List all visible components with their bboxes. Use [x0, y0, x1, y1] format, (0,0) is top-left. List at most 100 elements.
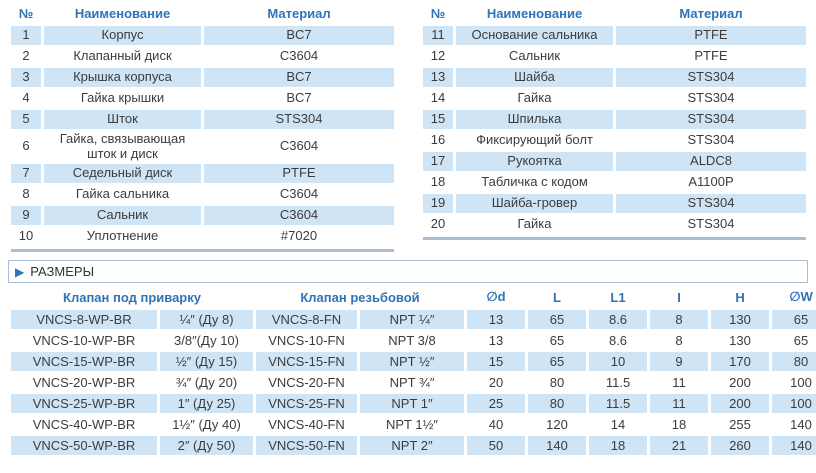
wp-size-cell: ¼″ (Ду 8) [160, 310, 253, 330]
table-row: 4 Гайка крышки BC7 [11, 89, 394, 108]
material-cell: ALDC8 [616, 152, 806, 171]
dim-I-cell: 18 [650, 415, 709, 435]
table-row: 10 Уплотнение #7020 [11, 227, 394, 247]
table-row: VNCS-25-WP-BR 1″ (Ду 25) VNCS-25-FN NPT … [11, 394, 816, 414]
name-cell: Гайка [456, 89, 613, 108]
name-cell: Шток [44, 110, 201, 129]
num-cell: 12 [423, 47, 453, 66]
parts-table-right-wrap: № Наименование Материал 11 Основание сал… [420, 2, 809, 252]
num-cell: 15 [423, 110, 453, 129]
name-cell: Сальник [44, 206, 201, 226]
num-cell: 20 [423, 215, 453, 234]
sizes-section-title: РАЗМЕРЫ [30, 264, 95, 280]
material-cell: STS304 [616, 68, 806, 87]
parts-table-left: № Наименование Материал 1 Корпус BC7 2 К… [8, 2, 397, 248]
parts-header-row: № Наименование Материал [423, 4, 806, 24]
material-cell: #7020 [204, 227, 394, 247]
num-cell: 10 [11, 227, 41, 247]
parts-table-left-wrap: № Наименование Материал 1 Корпус BC7 2 К… [8, 2, 397, 253]
wp-size-cell: ½″ (Ду 15) [160, 352, 253, 372]
fn-size-cell: NPT 3/8 [360, 331, 465, 351]
num-cell: 6 [11, 131, 41, 163]
parts-table-right: № Наименование Материал 11 Основание сал… [420, 2, 809, 236]
group-header-threaded-valve: Клапан резьбовой [256, 287, 465, 309]
dim-W-cell: 100 [772, 394, 816, 414]
col-header-I: I [650, 287, 709, 309]
dim-I-cell: 11 [650, 394, 709, 414]
catalog-page: № Наименование Материал 1 Корпус BC7 2 К… [8, 2, 816, 456]
wp-model-cell: VNCS-10-WP-BR [11, 331, 157, 351]
fn-size-cell: NPT ½″ [360, 352, 465, 372]
dim-L1-cell: 8.6 [589, 310, 648, 330]
dim-d-cell: 25 [467, 394, 526, 414]
dim-d-cell: 13 [467, 331, 526, 351]
material-cell: BC7 [204, 26, 394, 45]
col-header-material: Материал [204, 4, 394, 24]
material-cell: C3604 [204, 206, 394, 226]
dim-W-cell: 65 [772, 310, 816, 330]
table-row: 14 Гайка STS304 [423, 89, 806, 108]
fn-model-cell: VNCS-15-FN [256, 352, 357, 372]
num-cell: 11 [423, 26, 453, 45]
wp-model-cell: VNCS-15-WP-BR [11, 352, 157, 372]
wp-model-cell: VNCS-8-WP-BR [11, 310, 157, 330]
num-cell: 2 [11, 47, 41, 66]
table-row: 20 Гайка STS304 [423, 215, 806, 234]
dim-I-cell: 21 [650, 436, 709, 456]
dim-I-cell: 8 [650, 331, 709, 351]
material-cell: PTFE [616, 26, 806, 45]
table-row: 16 Фиксирующий болт STS304 [423, 131, 806, 150]
table-row: VNCS-50-WP-BR 2″ (Ду 50) VNCS-50-FN NPT … [11, 436, 816, 456]
sizes-header-row: Клапан под приварку Клапан резьбовой ∅d … [11, 287, 816, 309]
name-cell: Гайка [456, 215, 613, 234]
dim-W-cell: 65 [772, 331, 816, 351]
fn-size-cell: NPT 2″ [360, 436, 465, 456]
num-cell: 3 [11, 68, 41, 87]
wp-size-cell: 3/8″(Ду 10) [160, 331, 253, 351]
dim-H-cell: 170 [711, 352, 770, 372]
table-row: 18 Табличка с кодом A1100P [423, 173, 806, 192]
table-bottom-bar [423, 237, 806, 240]
name-cell: Седельный диск [44, 164, 201, 184]
dim-H-cell: 130 [711, 331, 770, 351]
table-row: 11 Основание сальника PTFE [423, 26, 806, 45]
num-cell: 16 [423, 131, 453, 150]
num-cell: 17 [423, 152, 453, 171]
num-cell: 18 [423, 173, 453, 192]
fn-model-cell: VNCS-10-FN [256, 331, 357, 351]
material-cell: C3604 [204, 47, 394, 66]
dim-L-cell: 80 [528, 373, 587, 393]
name-cell: Рукоятка [456, 152, 613, 171]
material-cell: STS304 [616, 89, 806, 108]
col-header-name: Наименование [44, 4, 201, 24]
wp-model-cell: VNCS-40-WP-BR [11, 415, 157, 435]
name-cell: Шайба [456, 68, 613, 87]
name-cell: Крышка корпуса [44, 68, 201, 87]
wp-size-cell: 1½″ (Ду 40) [160, 415, 253, 435]
fn-size-cell: NPT 1½″ [360, 415, 465, 435]
col-header-num: № [11, 4, 41, 24]
dim-L1-cell: 14 [589, 415, 648, 435]
num-cell: 14 [423, 89, 453, 108]
group-header-weld-valve: Клапан под приварку [11, 287, 253, 309]
num-cell: 9 [11, 206, 41, 226]
table-row: VNCS-8-WP-BR ¼″ (Ду 8) VNCS-8-FN NPT ¼″ … [11, 310, 816, 330]
table-row: 6 Гайка, связывающая шток и диск C3604 [11, 131, 394, 163]
col-header-diameter-d: ∅d [467, 287, 526, 309]
table-row: 5 Шток STS304 [11, 110, 394, 129]
table-row: 12 Сальник PTFE [423, 47, 806, 66]
name-cell: Сальник [456, 47, 613, 66]
fn-size-cell: NPT 1″ [360, 394, 465, 414]
wp-model-cell: VNCS-25-WP-BR [11, 394, 157, 414]
table-bottom-bar [11, 249, 394, 253]
name-cell: Шайба-гровер [456, 194, 613, 213]
dim-L1-cell: 11.5 [589, 373, 648, 393]
dim-I-cell: 11 [650, 373, 709, 393]
name-cell: Гайка сальника [44, 185, 201, 205]
material-cell: C3604 [204, 185, 394, 205]
fn-model-cell: VNCS-25-FN [256, 394, 357, 414]
table-row: VNCS-20-WP-BR ¾″ (Ду 20) VNCS-20-FN NPT … [11, 373, 816, 393]
material-cell: STS304 [616, 215, 806, 234]
name-cell: Гайка крышки [44, 89, 201, 108]
table-row: 3 Крышка корпуса BC7 [11, 68, 394, 87]
